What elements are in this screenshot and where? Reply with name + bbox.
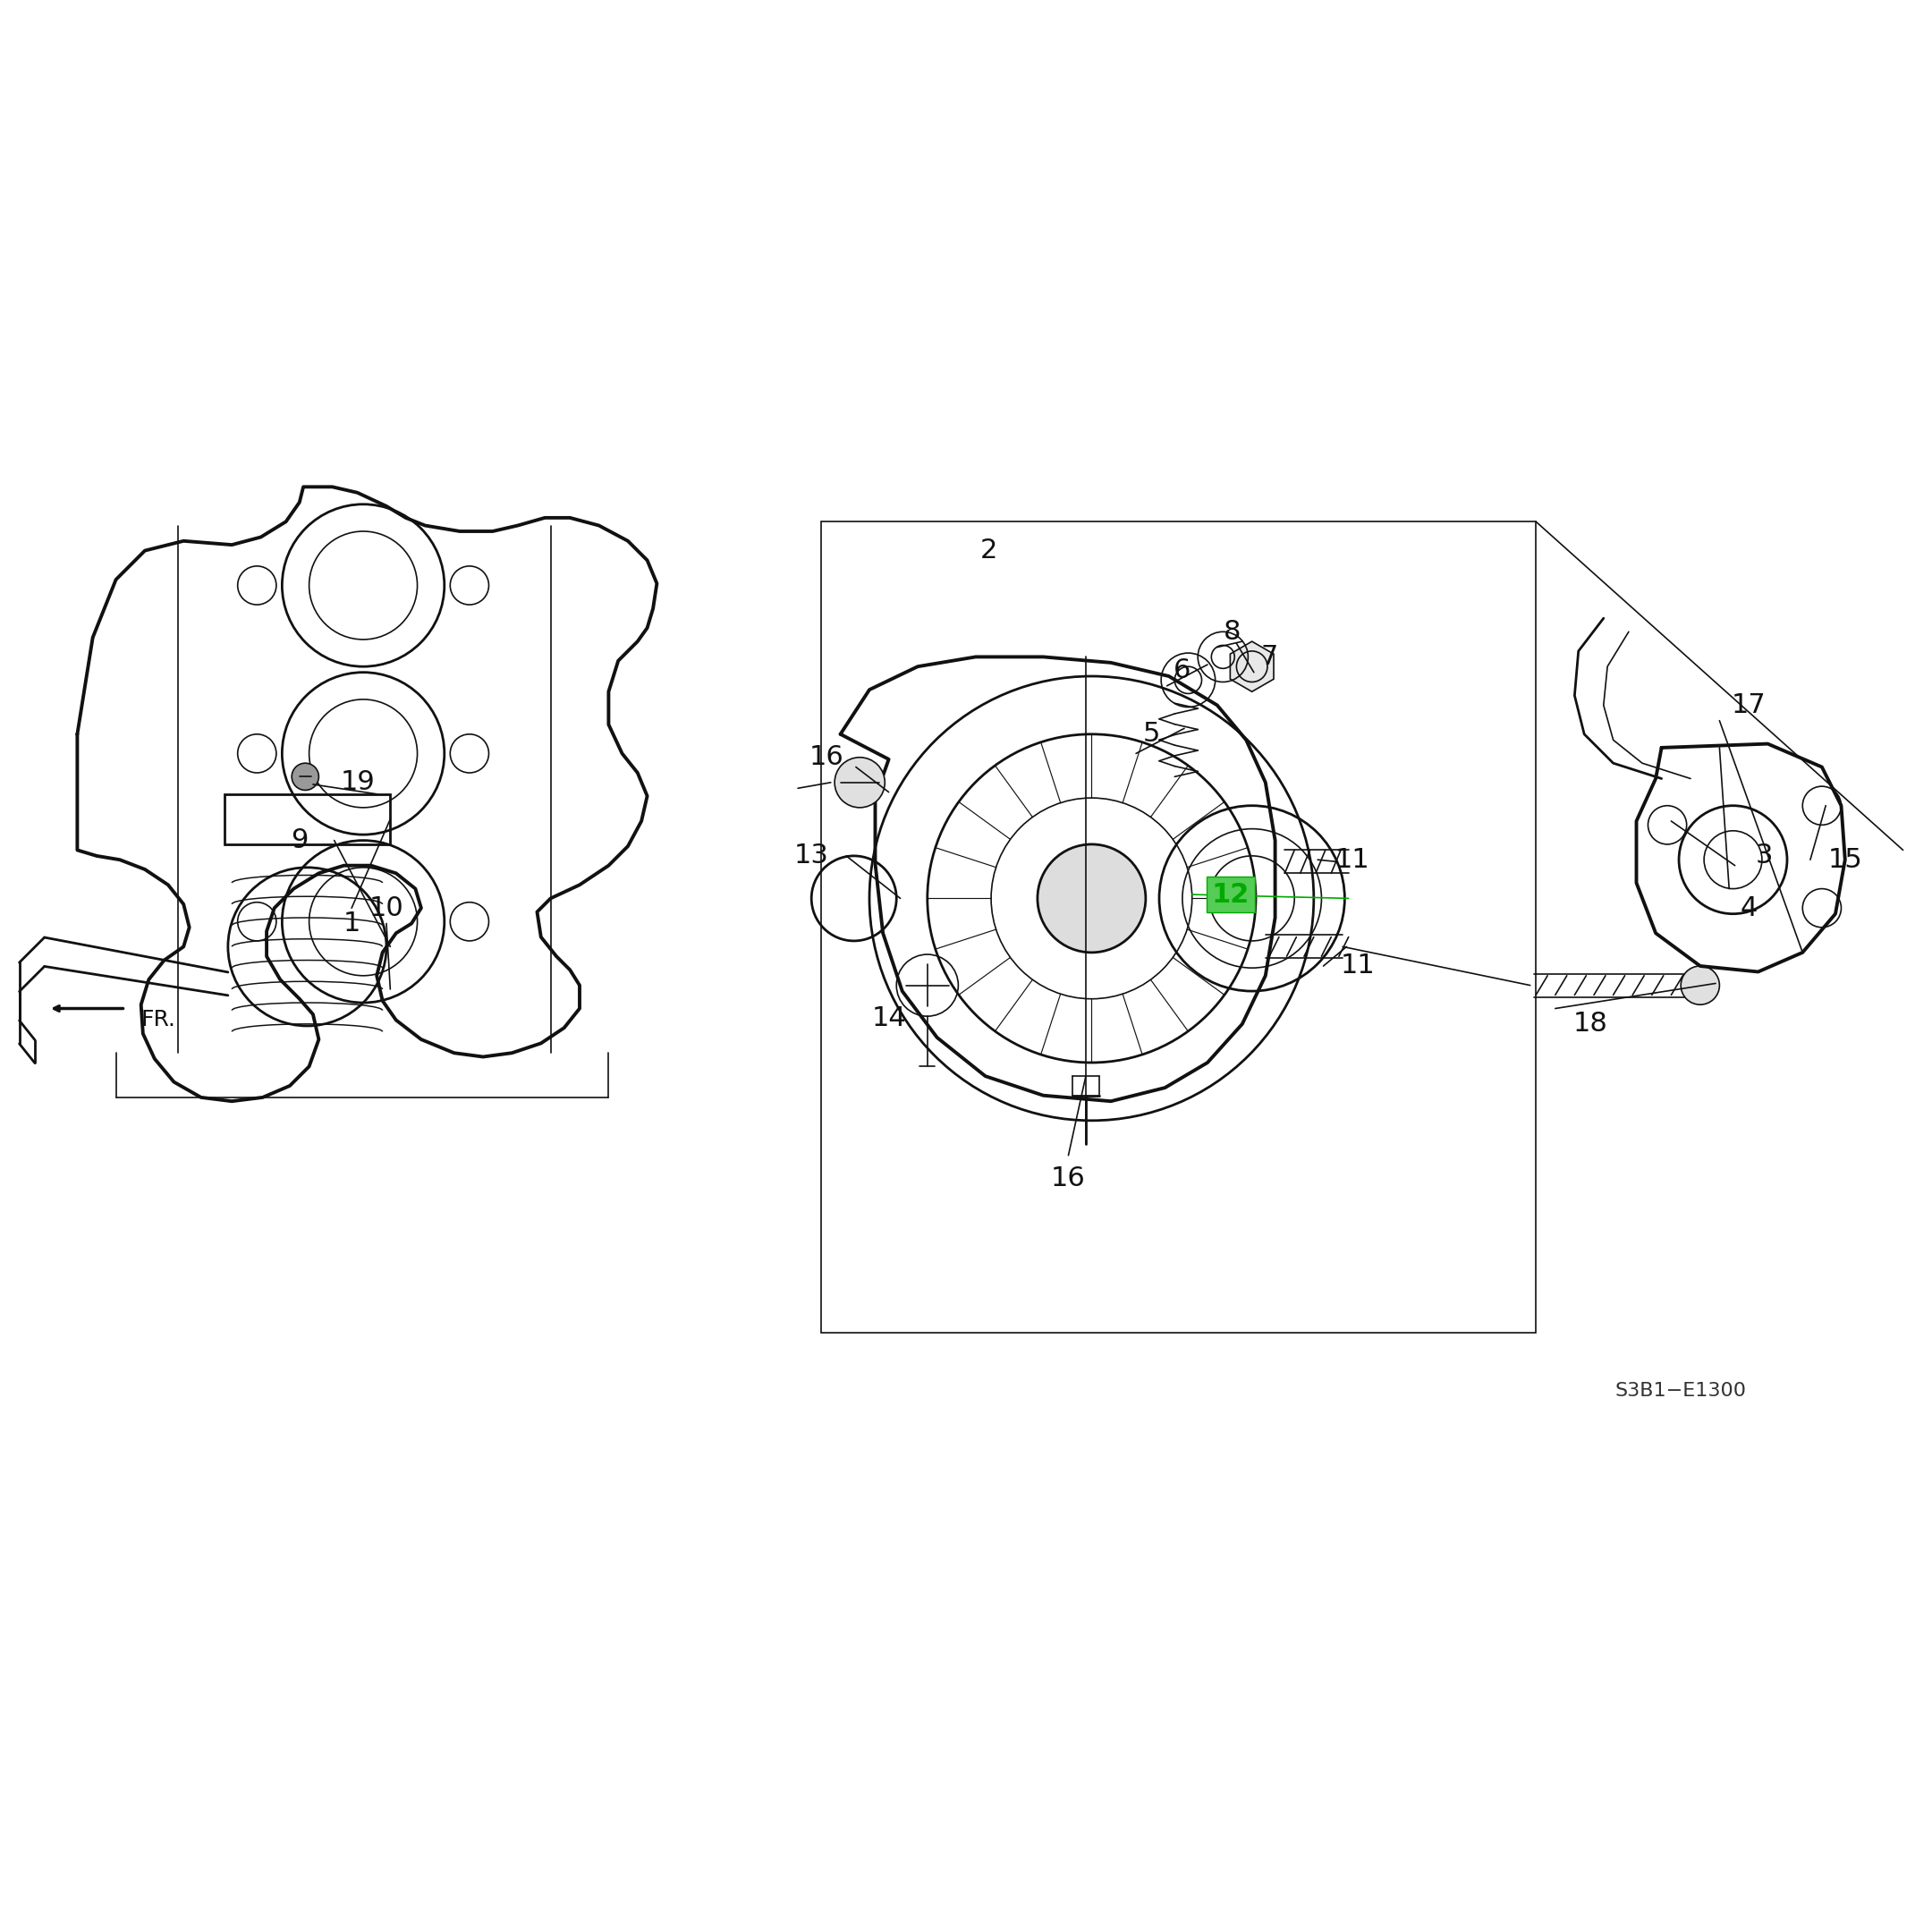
Text: 18: 18 (1573, 1010, 1607, 1037)
Bar (821, 522, 1536, 1333)
Circle shape (1037, 844, 1146, 952)
Text: 9: 9 (292, 827, 307, 854)
Text: 3: 3 (1754, 842, 1774, 869)
Text: 1: 1 (344, 910, 359, 937)
Text: 19: 19 (340, 769, 375, 796)
Text: 2: 2 (981, 537, 997, 564)
Text: S3B1−E1300: S3B1−E1300 (1615, 1381, 1747, 1401)
Text: 15: 15 (1828, 846, 1862, 873)
FancyBboxPatch shape (224, 794, 390, 844)
Text: 4: 4 (1741, 895, 1756, 922)
Text: 11: 11 (1341, 952, 1376, 980)
Text: FR.: FR. (141, 1009, 176, 1032)
Circle shape (1681, 966, 1719, 1005)
Text: 11: 11 (1335, 846, 1370, 873)
Text: 10: 10 (369, 895, 404, 922)
Text: 7: 7 (1262, 643, 1277, 670)
Text: 12: 12 (1211, 881, 1250, 908)
Text: 16: 16 (810, 744, 844, 771)
Text: 16: 16 (1051, 1165, 1086, 1192)
Circle shape (835, 757, 885, 808)
Text: 13: 13 (794, 842, 829, 869)
Text: 6: 6 (1175, 657, 1190, 684)
Text: 17: 17 (1731, 692, 1766, 719)
Text: 14: 14 (871, 1005, 906, 1032)
Text: 8: 8 (1223, 618, 1242, 645)
Text: 5: 5 (1144, 721, 1159, 748)
Circle shape (292, 763, 319, 790)
Polygon shape (1231, 641, 1273, 692)
